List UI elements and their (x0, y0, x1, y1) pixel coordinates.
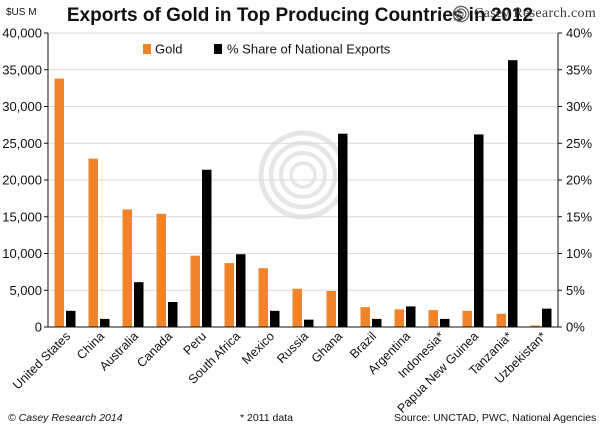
category-label: Canada (134, 329, 175, 370)
share-bar (66, 310, 76, 327)
gold-bar (258, 268, 268, 327)
legend-swatch-gold (143, 44, 151, 54)
left-tick-label: 0 (35, 320, 42, 335)
gold-bar (122, 209, 132, 327)
spiral-logo-icon (452, 5, 470, 23)
brand-logo: Casey Research.com (452, 5, 596, 23)
share-bar (542, 308, 552, 327)
left-tick-label: 25,000 (2, 136, 42, 151)
left-tick-label: 15,000 (2, 209, 42, 224)
category-label: Russia (274, 329, 311, 366)
right-tick-label: 0% (566, 320, 585, 335)
share-bar (134, 282, 144, 327)
bars (54, 60, 552, 327)
right-tick-label: 35% (566, 62, 592, 77)
right-tick-label: 40% (566, 26, 592, 41)
share-bar (440, 318, 450, 327)
share-bar (270, 310, 280, 327)
right-tick-label: 25% (566, 136, 592, 151)
source-text: Source: UNCTAD, PWC, National Agencies (394, 412, 597, 424)
left-tick-label: 5,000 (9, 283, 42, 298)
watermark-ring (258, 130, 348, 220)
copyright-text: © Casey Research 2014 (8, 412, 123, 424)
brand-name: Casey Research.com (474, 6, 597, 21)
footnote-text: * 2011 data (240, 412, 293, 424)
gold-bar (88, 158, 98, 327)
gold-bar (530, 325, 540, 327)
right-tick-label: 5% (566, 283, 585, 298)
share-bar (168, 302, 178, 327)
left-axis-ticks: 0 5,000 10,000 15,000 20,000 25,000 30,000 35,0… (2, 26, 48, 335)
category-label: United States (10, 329, 73, 392)
left-tick-label: 40,000 (2, 26, 42, 41)
gold-bar (360, 307, 370, 327)
gold-bar (224, 263, 234, 327)
legend-label-share: % Share of National Exports (227, 42, 391, 57)
right-tick-label: 20% (566, 173, 592, 188)
share-bar (100, 318, 110, 327)
gridlines (48, 32, 558, 291)
gold-bar (292, 288, 302, 327)
watermark-ring (279, 151, 327, 199)
category-label: Mexico (239, 329, 277, 367)
share-bar (304, 319, 314, 327)
legend: Gold % Share of National Exports (143, 42, 391, 57)
left-tick-label: 30,000 (2, 99, 42, 114)
right-tick-label: 10% (566, 246, 592, 261)
gold-bar (54, 78, 64, 327)
right-axis-ticks: 0% 5% 10% 15% 20% 25% 30% 35% 40% (558, 26, 592, 335)
gold-bar (428, 310, 438, 327)
share-bar (474, 134, 484, 327)
gold-bar (326, 290, 336, 327)
left-tick-label: 20,000 (2, 173, 42, 188)
legend-swatch-share (214, 44, 222, 54)
left-tick-label: 35,000 (2, 62, 42, 77)
category-label: Peru (181, 329, 210, 358)
share-bar (406, 306, 416, 327)
gold-bar (462, 310, 472, 327)
share-bar (508, 60, 518, 327)
gold-bar (394, 309, 404, 327)
left-tick-label: 10,000 (2, 246, 42, 261)
right-tick-label: 15% (566, 209, 592, 224)
gold-bar (496, 313, 506, 327)
share-bar (338, 133, 348, 327)
category-label: Ghana (309, 329, 345, 365)
share-bar (372, 318, 382, 327)
spiral-watermark-icon (258, 130, 348, 220)
chart-title: Exports of Gold in Top Producing Countri… (66, 5, 534, 26)
right-tick-label: 30% (566, 99, 592, 114)
share-bar (202, 169, 212, 327)
legend-label-gold: Gold (155, 42, 182, 57)
watermark-ring (289, 161, 317, 189)
category-label: Brazil (347, 329, 379, 361)
gold-bar (156, 213, 166, 327)
gold-bar (190, 255, 200, 327)
y-axis-unit-label: $US M (6, 7, 37, 18)
share-bar (236, 254, 246, 327)
